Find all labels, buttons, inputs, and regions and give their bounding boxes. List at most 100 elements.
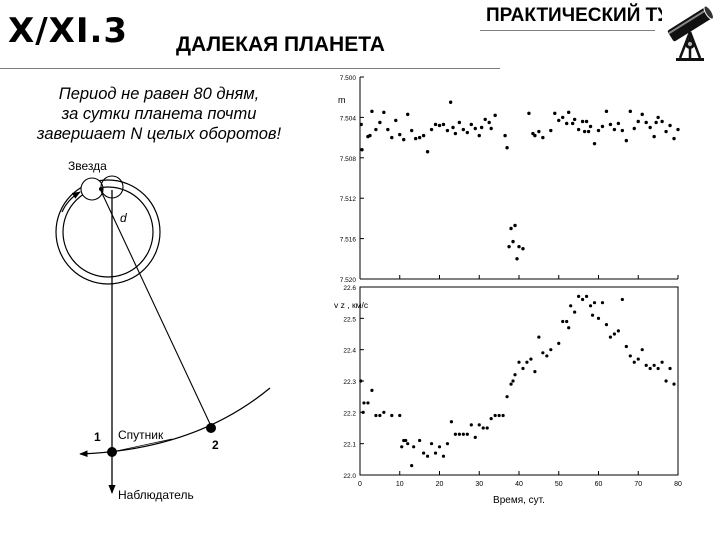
- data-point: [600, 124, 605, 129]
- data-point: [359, 122, 363, 127]
- x-tick-label: 80: [674, 481, 682, 488]
- data-point: [425, 454, 430, 458]
- y-tick-label: 22.5: [343, 316, 356, 323]
- hint-line-3: завершает N целых оборотов!: [36, 125, 282, 143]
- data-point: [513, 223, 517, 228]
- data-point: [565, 319, 569, 324]
- data-point: [404, 438, 408, 443]
- data-point: [505, 146, 509, 150]
- data-point: [493, 113, 497, 118]
- data-point: [412, 445, 416, 449]
- data-point: [361, 410, 365, 414]
- page-title: ДАЛЕКАЯ ПЛАНЕТА: [176, 33, 385, 56]
- header-rule: [0, 68, 500, 69]
- data-point: [505, 395, 509, 399]
- data-point: [527, 111, 531, 116]
- y-tick-label: 22.6: [343, 285, 356, 292]
- data-point: [576, 127, 581, 132]
- data-point: [672, 136, 676, 141]
- data-point: [521, 247, 525, 251]
- data-point: [511, 239, 515, 244]
- data-point: [509, 226, 513, 231]
- data-point: [448, 100, 453, 104]
- y-tick-label: 22.1: [343, 442, 356, 449]
- data-point: [590, 313, 595, 317]
- telescope-icon: [662, 2, 718, 62]
- data-point: [479, 125, 484, 130]
- star-label: Звезда: [68, 159, 107, 173]
- data-point: [469, 122, 473, 127]
- data-point: [433, 451, 438, 455]
- data-point: [370, 109, 374, 114]
- plot-frame: [359, 286, 679, 476]
- satellite-position-1: [107, 447, 117, 457]
- data-point: [664, 379, 668, 383]
- observations-charts: 7.500 7.504 7.508 7.512 7.516 7.520 m 22.0 22.1…: [334, 75, 682, 506]
- data-point: [453, 432, 457, 436]
- data-point: [421, 133, 426, 138]
- data-point: [406, 442, 410, 446]
- data-point: [640, 348, 644, 352]
- data-point: [553, 111, 557, 116]
- header-rule-top: [480, 30, 655, 31]
- data-point: [378, 413, 382, 418]
- data-point: [441, 454, 446, 458]
- data-point: [573, 310, 577, 314]
- data-point: [668, 123, 672, 128]
- data-point: [604, 109, 609, 114]
- data-point: [386, 127, 390, 132]
- data-point: [588, 124, 593, 129]
- data-point: [537, 129, 541, 134]
- data-point: [370, 388, 374, 392]
- data-point: [545, 354, 549, 358]
- data-point: [569, 304, 573, 308]
- data-point: [418, 438, 422, 443]
- data-point: [461, 127, 466, 132]
- data-point: [521, 366, 525, 371]
- data-point: [584, 294, 589, 298]
- magnitude-chart: 7.500 7.504 7.508 7.512 7.516 7.520 m: [338, 75, 680, 284]
- data-point: [529, 357, 533, 361]
- data-point: [422, 451, 426, 455]
- x-tick-label: 0: [358, 481, 362, 488]
- data-point: [586, 129, 591, 134]
- data-point: [409, 128, 414, 133]
- data-point: [425, 150, 430, 154]
- data-point: [465, 130, 470, 135]
- data-point: [567, 326, 571, 330]
- x-tick-label: 20: [436, 481, 444, 488]
- data-point: [497, 413, 501, 418]
- data-point: [537, 335, 541, 339]
- satellite-leader: [111, 438, 173, 453]
- data-point: [398, 413, 402, 418]
- planet-orbit-inner: [62, 186, 154, 278]
- data-point: [485, 426, 489, 430]
- data-point: [511, 379, 515, 383]
- data-point: [382, 410, 386, 414]
- data-point: [570, 121, 575, 126]
- data-point: [509, 382, 513, 386]
- data-point: [572, 117, 577, 122]
- x-tick-label: 30: [475, 481, 483, 488]
- planet-orbit-outer: [55, 179, 161, 285]
- data-point: [557, 118, 561, 123]
- data-point: [525, 360, 529, 364]
- data-point: [648, 125, 652, 130]
- data-point: [620, 297, 624, 302]
- orbit-diagram: Звезда d 1 2 Спутник Наблюдатель: [55, 159, 271, 502]
- x-tick-label: 50: [555, 481, 563, 488]
- hint-line-1: Период не равен 80 дням,: [58, 85, 260, 103]
- velocity-chart: 22.0 22.1 22.2 22.3 22.4 22.5 22.6 0 10 20 30 40 50 6…: [334, 285, 682, 506]
- hint-note: Период не равен 80 дням, за сутки планет…: [0, 84, 318, 144]
- data-point: [561, 319, 565, 324]
- x-tick-label: 10: [396, 481, 404, 488]
- data-point: [487, 120, 491, 125]
- data-point: [660, 360, 664, 364]
- data-point: [445, 128, 450, 133]
- y-tick-label: 7.508: [340, 156, 357, 163]
- data-point: [549, 348, 553, 352]
- data-point: [632, 360, 636, 364]
- data-point: [592, 141, 597, 146]
- orbit-direction-arrow: [61, 191, 81, 213]
- satellite-label: Спутник: [118, 428, 164, 442]
